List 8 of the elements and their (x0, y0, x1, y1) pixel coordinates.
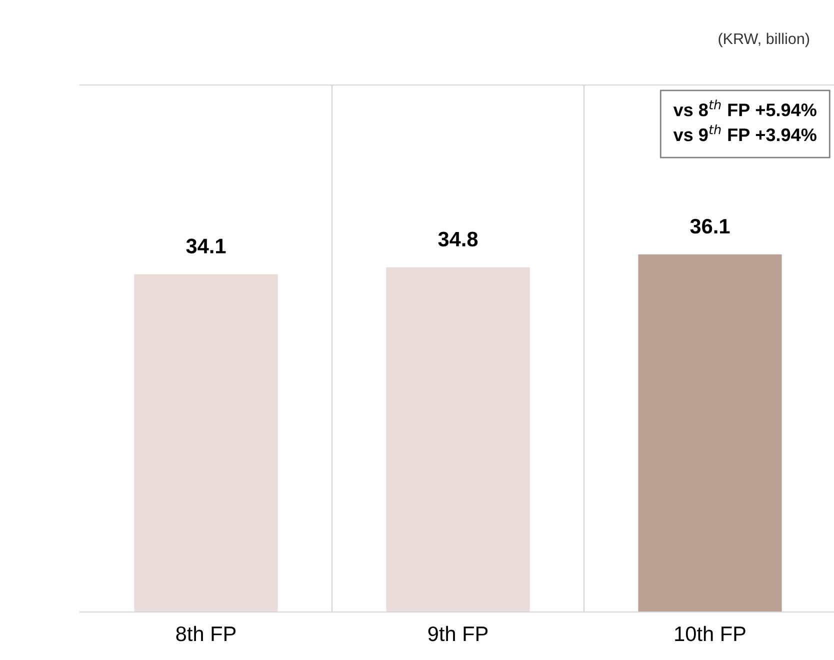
data-label: 36.1 (690, 218, 730, 234)
text: (KRW, billion) (718, 32, 810, 48)
text: vs 8$^{th}$ FP +5.94% vs 9$^{th}$ FP +3.94% (673, 100, 816, 142)
x-tick-label: 9th FP (428, 626, 488, 642)
data-label: 34.1 (186, 238, 226, 254)
x-tick-label: 8th FP (176, 626, 236, 642)
x-tick-label: 10th FP (675, 626, 746, 642)
data-label: 34.8 (438, 232, 478, 247)
